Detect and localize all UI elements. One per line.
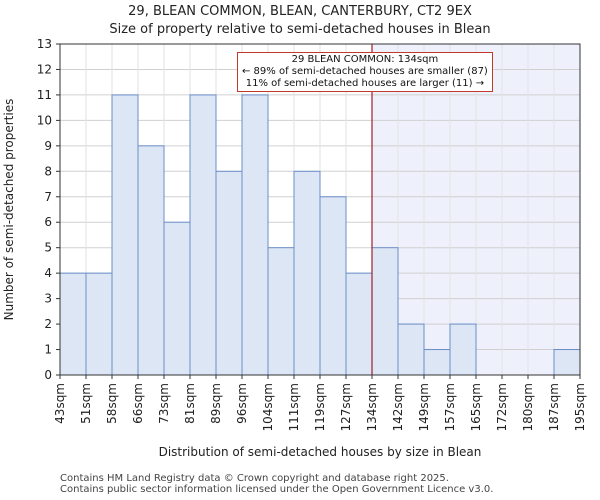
x-tick-label: 142sqm (391, 383, 405, 431)
bar (137, 145, 165, 376)
x-tick-label: 127sqm (339, 383, 353, 431)
y-tick-label: 11 (37, 88, 52, 102)
y-tick-label: 7 (44, 190, 52, 204)
bar (423, 349, 451, 376)
x-tick-label: 119sqm (313, 383, 327, 431)
x-tick-label: 180sqm (521, 383, 535, 431)
chart-subtitle: Size of property relative to semi-detach… (109, 22, 491, 37)
bar (319, 196, 347, 376)
y-tick-label: 13 (37, 37, 52, 51)
footer-line2: Contains public sector information licen… (60, 484, 494, 495)
bar (59, 272, 87, 376)
x-tick-label: 81sqm (183, 383, 197, 424)
footer-line1: Contains HM Land Registry data © Crown c… (60, 473, 449, 484)
x-tick-label: 195sqm (573, 383, 587, 431)
bar (241, 94, 269, 376)
bar (267, 247, 295, 376)
x-tick-label: 149sqm (417, 383, 431, 431)
x-tick-label: 111sqm (287, 383, 301, 431)
x-tick-label: 51sqm (79, 383, 93, 424)
y-tick-label: 4 (44, 266, 52, 280)
y-tick-label: 9 (44, 139, 52, 153)
y-tick-label: 0 (44, 368, 52, 382)
x-tick-label: 58sqm (105, 383, 119, 424)
bar (111, 94, 139, 376)
y-tick-label: 2 (44, 317, 52, 331)
annotation-line2: ← 89% of semi-detached houses are smalle… (242, 66, 488, 77)
bar (163, 221, 191, 376)
bar (345, 272, 373, 376)
bar (553, 349, 581, 376)
x-tick-label: 43sqm (53, 383, 67, 424)
bar (371, 247, 399, 376)
x-tick-label: 157sqm (443, 383, 457, 431)
bar (85, 272, 113, 376)
y-tick-label: 3 (44, 292, 52, 306)
chart-title: 29, BLEAN COMMON, BLEAN, CANTERBURY, CT2… (128, 4, 472, 19)
x-tick-label: 66sqm (131, 383, 145, 424)
bar (215, 170, 243, 376)
x-tick-label: 172sqm (495, 383, 509, 431)
x-tick-label: 165sqm (469, 383, 483, 431)
x-tick-label: 89sqm (209, 383, 223, 424)
y-tick-label: 6 (44, 215, 52, 229)
x-axis-label: Distribution of semi-detached houses by … (159, 445, 482, 459)
bar (189, 94, 217, 376)
y-tick-label: 1 (44, 343, 52, 357)
bar (293, 170, 321, 376)
annotation-box: 29 BLEAN COMMON: 134sqm ← 89% of semi-de… (237, 52, 493, 92)
y-tick-label: 10 (37, 113, 52, 127)
x-tick-label: 73sqm (157, 383, 171, 424)
annotation-line3: 11% of semi-detached houses are larger (… (245, 78, 485, 89)
annotation-line1: 29 BLEAN COMMON: 134sqm (291, 54, 439, 65)
y-tick-label: 8 (44, 164, 52, 178)
y-axis-label: Number of semi-detached properties (2, 99, 16, 321)
bar (397, 323, 425, 376)
y-tick-label: 12 (37, 62, 52, 76)
bar (449, 323, 477, 376)
x-tick-label: 104sqm (261, 383, 275, 431)
x-tick-label: 134sqm (365, 383, 379, 431)
x-tick-label: 96sqm (235, 383, 249, 424)
y-tick-label: 5 (44, 241, 52, 255)
x-tick-label: 187sqm (547, 383, 561, 431)
